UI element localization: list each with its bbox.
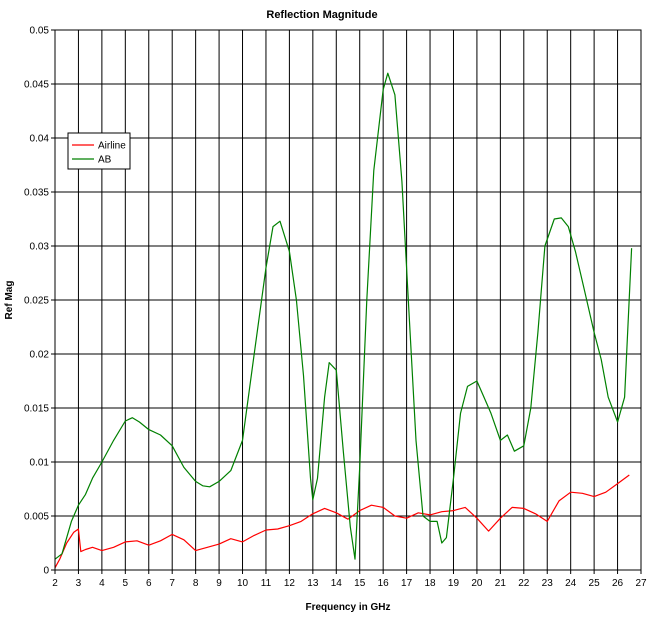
x-tick-label: 10 (237, 578, 249, 589)
series-line-airline (54, 474, 630, 569)
x-tick-label: 7 (169, 578, 175, 589)
y-tick-label: 0 (43, 566, 49, 577)
plot-border (54, 29, 642, 571)
x-axis-label: Frequency in GHz (305, 602, 390, 613)
y-tick-label: 0.035 (24, 188, 49, 199)
x-tick-label: 20 (471, 578, 483, 589)
y-tick-labels: 0 0.005 0.01 0.015 0.02 0.025 0.03 0.035 0.04 0.0… (24, 26, 49, 577)
x-tick-label: 4 (99, 578, 105, 589)
y-tick-label: 0.02 (30, 350, 50, 361)
x-tick-label: 3 (76, 578, 82, 589)
y-tick-label: 0.04 (30, 134, 50, 145)
x-tick-label: 14 (331, 578, 343, 589)
x-tick-label: 23 (542, 578, 554, 589)
y-axis-label: Ref Mag (4, 281, 15, 320)
x-tick-label: 5 (123, 578, 129, 589)
y-tick-label: 0.025 (24, 296, 49, 307)
y-tick-label: 0.05 (30, 26, 50, 37)
x-tick-labels: 2 3 4 5 6 7 8 9 10 11 12 13 14 15 16 17 18 19 20 21 22 23 24 25… (52, 578, 647, 589)
x-tick-label: 11 (261, 578, 272, 589)
x-tick-label: 8 (193, 578, 199, 589)
y-tick-label: 0.005 (24, 512, 49, 523)
x-tick-label: 18 (424, 578, 436, 589)
legend-label-airline: Airline (98, 141, 126, 152)
x-tick-label: 2 (52, 578, 58, 589)
x-tick-label: 26 (612, 578, 624, 589)
y-tick-label: 0.045 (24, 80, 49, 91)
x-tick-label: 6 (146, 578, 152, 589)
x-tick-label: 17 (401, 578, 413, 589)
legend: Airline AB (67, 132, 131, 170)
legend-box (67, 132, 131, 170)
y-tick-label: 0.03 (30, 242, 50, 253)
series-line-ab (54, 72, 633, 560)
x-tick-label: 12 (284, 578, 296, 589)
x-tick-label: 15 (354, 578, 366, 589)
x-tick-label: 16 (378, 578, 390, 589)
x-tick-label: 22 (518, 578, 530, 589)
legend-label-ab: AB (98, 155, 112, 166)
x-tick-label: 19 (448, 578, 460, 589)
chart-title: Reflection Magnitude (266, 9, 377, 21)
y-tick-label: 0.01 (30, 458, 50, 469)
x-tick-label: 13 (307, 578, 319, 589)
x-tick-label: 21 (495, 578, 507, 589)
series-lines (54, 72, 633, 569)
x-tick-label: 24 (565, 578, 577, 589)
x-tick-label: 27 (635, 578, 647, 589)
y-tick-label: 0.015 (24, 404, 49, 415)
x-tick-label: 9 (216, 578, 222, 589)
x-tick-label: 25 (589, 578, 601, 589)
